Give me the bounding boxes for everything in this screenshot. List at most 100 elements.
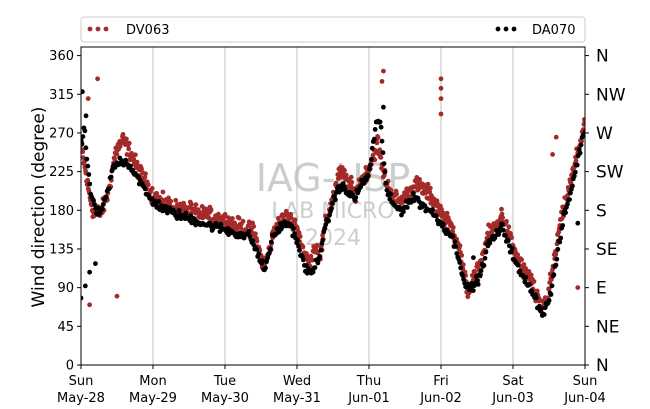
data-point — [476, 263, 481, 269]
data-point — [380, 150, 386, 156]
data-point — [458, 265, 464, 271]
data-point — [550, 152, 555, 157]
data-point — [106, 186, 112, 192]
data-point — [183, 210, 189, 216]
data-point — [81, 149, 86, 155]
plot-frame — [80, 46, 586, 366]
data-point — [528, 272, 534, 278]
legend-label-DA070: DA070 — [532, 23, 576, 38]
data-point — [142, 186, 148, 192]
data-point — [87, 302, 92, 308]
data-point — [308, 253, 314, 259]
data-point — [571, 173, 577, 179]
data-point — [246, 228, 252, 234]
data-point — [381, 161, 387, 167]
data-point — [404, 205, 410, 210]
data-point — [574, 162, 580, 168]
data-point — [288, 215, 294, 221]
data-point — [375, 135, 381, 141]
data-point — [499, 211, 505, 217]
data-point — [312, 265, 318, 270]
data-point — [327, 212, 332, 218]
data-point — [275, 216, 281, 221]
y-tick-label: 0 — [66, 359, 74, 374]
compass-axis-labels: N NE E SE S SW W NW N — [585, 47, 626, 376]
data-point — [83, 145, 89, 151]
legend-marker-DA070 — [511, 26, 517, 32]
data-point — [173, 197, 179, 203]
data-point — [573, 158, 579, 164]
data-point — [439, 206, 444, 212]
data-point — [114, 293, 120, 299]
data-point — [253, 231, 258, 237]
data-point — [503, 233, 508, 238]
data-point — [531, 279, 537, 284]
data-point — [315, 260, 321, 266]
data-point — [250, 238, 256, 244]
data-point — [529, 288, 534, 293]
data-point — [85, 96, 91, 101]
data-point — [100, 206, 105, 212]
compass-label: SE — [596, 240, 618, 260]
data-point — [353, 195, 359, 200]
data-point — [554, 256, 560, 262]
data-point — [368, 162, 373, 168]
data-point — [238, 225, 244, 231]
compass-label: W — [596, 124, 613, 144]
data-point — [189, 201, 194, 207]
data-point — [450, 229, 456, 235]
data-point — [454, 251, 460, 256]
data-point — [372, 126, 378, 132]
data-point — [460, 262, 466, 267]
data-point — [553, 134, 559, 140]
data-point — [265, 255, 270, 261]
data-points — [81, 68, 585, 318]
data-point — [123, 157, 129, 163]
data-point — [377, 147, 383, 153]
data-point — [538, 306, 544, 312]
data-point — [481, 263, 487, 268]
data-point — [131, 156, 137, 162]
data-point — [382, 169, 388, 175]
data-point — [318, 247, 324, 253]
data-point — [92, 202, 97, 207]
data-point — [371, 136, 377, 142]
compass-label: N — [596, 356, 609, 376]
data-point — [301, 257, 306, 263]
data-point — [342, 167, 347, 173]
data-point — [126, 140, 132, 146]
y-tick-label: 180 — [49, 204, 74, 219]
data-point — [369, 157, 374, 162]
data-point — [567, 197, 572, 203]
data-point — [263, 265, 268, 271]
data-point — [475, 282, 481, 287]
data-point — [154, 191, 160, 196]
data-point — [425, 181, 431, 187]
data-point — [84, 156, 90, 162]
data-point — [218, 221, 224, 227]
data-point — [558, 235, 564, 241]
data-point — [83, 113, 89, 119]
data-point — [438, 76, 444, 82]
x-axis-ticks: Sun May-28 Mon May-29 Tue May-30 Wed May-31 Thu J… — [57, 365, 606, 406]
x-tick-label-date: Jun-03 — [491, 391, 534, 406]
data-point — [322, 226, 328, 231]
data-point — [366, 173, 371, 179]
data-point — [459, 253, 465, 258]
data-point — [568, 190, 573, 196]
data-point — [348, 174, 354, 180]
data-point — [557, 239, 563, 245]
data-point — [268, 246, 273, 252]
data-point — [572, 169, 578, 175]
data-point — [430, 207, 435, 213]
data-point — [254, 247, 260, 252]
data-point — [565, 201, 570, 207]
data-point — [438, 85, 444, 91]
y-tick-label: 90 — [57, 281, 74, 296]
data-point — [100, 202, 106, 208]
data-point — [515, 262, 521, 268]
data-point — [320, 237, 326, 243]
data-point — [577, 150, 583, 156]
data-point — [470, 288, 476, 293]
x-tick-label-date: May-30 — [201, 391, 249, 406]
